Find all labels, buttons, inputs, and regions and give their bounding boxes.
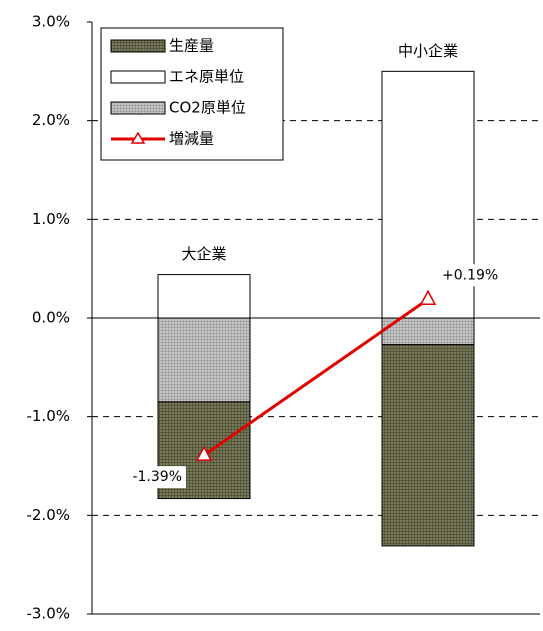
legend-label: エネ原単位	[169, 68, 244, 86]
label-bg	[124, 466, 186, 489]
label-bg	[440, 264, 502, 287]
bar	[157, 317, 251, 403]
legend-swatch	[110, 101, 166, 115]
y-tick-label: 3.0%	[32, 13, 70, 31]
marker	[419, 289, 437, 306]
value-label: +0.19%	[442, 267, 498, 283]
y-tick-label: 0.0%	[32, 309, 70, 327]
y-tick-label: -2.0%	[26, 506, 70, 524]
legend-label: 増減量	[169, 130, 214, 148]
legend-marker	[130, 131, 146, 144]
y-tick-label: 1.0%	[32, 210, 70, 228]
category-label: 中小企業	[398, 42, 458, 60]
bar	[381, 344, 475, 547]
legend-label: CO2原単位	[169, 99, 246, 117]
category-label: 大企業	[181, 245, 226, 263]
bar	[381, 317, 475, 346]
line	[203, 298, 429, 457]
y-tick-label: -3.0%	[26, 605, 70, 623]
y-tick-label: -1.0%	[26, 407, 70, 425]
marker	[195, 445, 213, 461]
legend-swatch	[110, 39, 166, 53]
legend-label: 生産量	[169, 37, 214, 55]
value-label: -1.39%	[132, 469, 182, 485]
bar	[157, 274, 251, 319]
y-tick-label: 2.0%	[32, 111, 70, 129]
legend-swatch	[110, 70, 166, 84]
